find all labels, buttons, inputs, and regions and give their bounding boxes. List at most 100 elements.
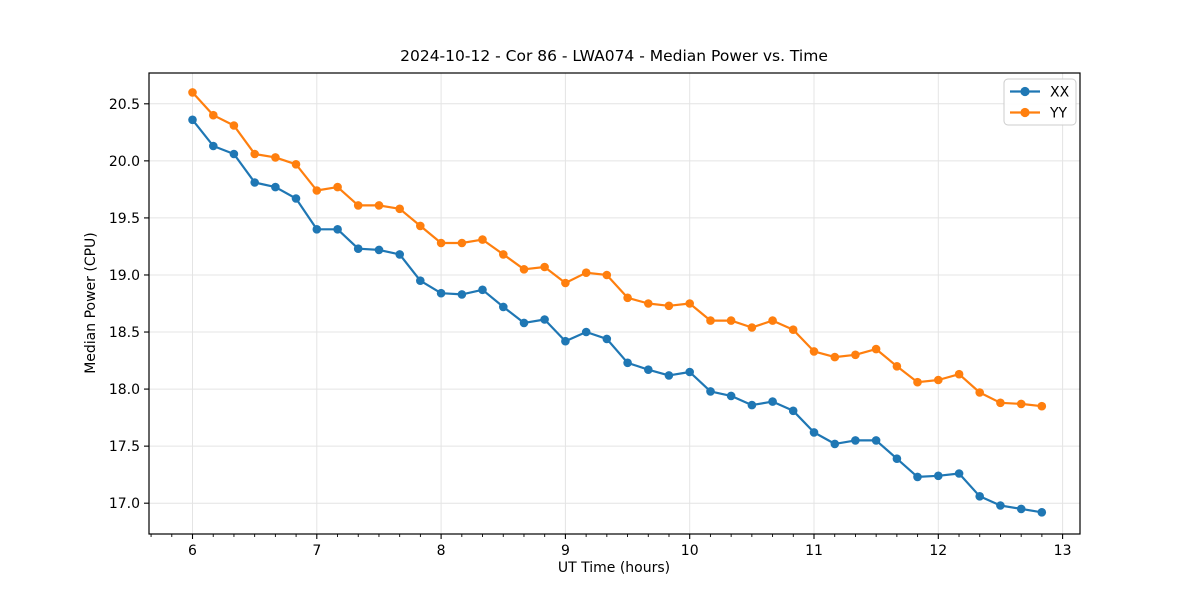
data-point-yy: [333, 182, 342, 192]
data-point-xx: [809, 428, 819, 437]
data-point-xx: [747, 400, 757, 410]
data-point-yy: [229, 121, 239, 130]
data-point-yy: [644, 299, 653, 308]
data-point-xx: [871, 436, 881, 445]
data-point-yy: [975, 388, 984, 397]
data-point-yy: [499, 250, 508, 259]
data-point-yy: [623, 293, 632, 303]
data-point-yy: [851, 350, 860, 360]
data-point-yy: [830, 352, 840, 362]
data-point-yy: [809, 347, 819, 356]
x-tick-label: 11: [805, 543, 823, 559]
data-point-xx: [229, 149, 239, 159]
data-point-xx: [602, 334, 612, 344]
y-axis-label: Median Power (CPU): [83, 232, 99, 374]
data-series-layer: [188, 88, 1047, 517]
data-point-xx: [499, 302, 508, 312]
x-tick-label: 10: [681, 543, 699, 559]
legend-label-yy: YY: [1049, 106, 1068, 122]
y-tick-label: 19.0: [109, 268, 140, 284]
data-point-yy: [478, 235, 487, 244]
data-point-yy: [519, 265, 529, 274]
data-point-yy: [416, 221, 425, 231]
data-point-xx: [768, 397, 777, 406]
data-point-yy: [561, 278, 570, 288]
data-point-yy: [436, 238, 446, 248]
data-point-yy: [540, 262, 549, 272]
data-point-yy: [788, 325, 798, 335]
data-point-yy: [188, 88, 197, 97]
data-point-yy: [581, 268, 591, 278]
data-point-xx: [581, 327, 591, 337]
data-point-xx: [644, 365, 653, 375]
data-point-xx: [726, 391, 736, 401]
legend-label-xx: XX: [1050, 85, 1070, 101]
data-point-yy: [726, 316, 736, 325]
data-point-xx: [788, 406, 798, 416]
data-point-xx: [353, 244, 363, 253]
y-tick-label: 20.5: [109, 97, 140, 113]
data-point-xx: [188, 115, 197, 125]
y-tick-label: 20.0: [109, 154, 140, 170]
data-point-yy: [892, 362, 902, 371]
data-point-xx: [934, 471, 943, 481]
x-tick-label: 7: [312, 543, 321, 559]
data-point-xx: [623, 358, 632, 368]
x-tick-label: 9: [561, 543, 570, 559]
data-point-xx: [830, 439, 840, 449]
series-line-xx: [191, 119, 1042, 514]
data-point-xx: [561, 336, 570, 346]
data-point-yy: [934, 375, 943, 385]
y-tick-label: 18.5: [109, 325, 140, 341]
y-tick-label: 18.0: [109, 382, 140, 398]
x-tick-label: 6: [188, 543, 197, 559]
data-point-xx: [478, 285, 487, 295]
data-point-xx: [892, 454, 902, 464]
x-tick-label: 8: [437, 543, 446, 559]
data-point-xx: [913, 472, 922, 482]
data-point-yy: [664, 301, 674, 311]
data-point-xx: [312, 225, 322, 234]
data-point-yy: [996, 398, 1005, 408]
y-tick-label: 17.0: [109, 496, 140, 512]
data-point-yy: [291, 160, 301, 169]
data-point-yy: [1037, 401, 1047, 411]
data-point-xx: [291, 194, 301, 203]
data-point-yy: [685, 299, 694, 308]
data-point-yy: [395, 204, 405, 214]
axis-ticks: 6 7 8 9 10 11 12 13 17.0 17.5 18.0 18.5 19.0 19.5 20.0…: [109, 97, 1072, 559]
data-point-yy: [768, 316, 777, 325]
data-point-xx: [685, 367, 694, 377]
data-point-xx: [996, 501, 1005, 510]
data-point-yy: [706, 316, 715, 325]
data-point-xx: [851, 436, 860, 445]
data-point-yy: [602, 270, 612, 280]
data-point-yy: [353, 201, 363, 210]
plot-border: [148, 72, 1081, 535]
series-line-yy: [191, 91, 1042, 408]
x-axis-label: UT Time (hours): [558, 560, 670, 576]
data-point-xx: [209, 141, 218, 151]
x-tick-label: 13: [1054, 543, 1072, 559]
data-point-xx: [664, 371, 674, 380]
data-point-yy: [250, 149, 259, 159]
data-point-xx: [436, 288, 446, 298]
data-point-yy: [457, 238, 467, 248]
data-point-xx: [1037, 508, 1047, 517]
data-point-xx: [250, 178, 259, 187]
data-point-xx: [540, 315, 549, 324]
legend-marker-xx: [1020, 86, 1030, 97]
data-point-xx: [519, 318, 529, 328]
data-point-xx: [457, 290, 467, 299]
data-point-yy: [209, 110, 218, 120]
data-point-yy: [954, 369, 964, 379]
data-point-xx: [333, 225, 342, 234]
data-point-yy: [271, 153, 280, 162]
data-point-xx: [416, 276, 425, 286]
x-tick-label: 12: [929, 543, 947, 559]
data-point-yy: [747, 323, 757, 332]
legend: XX YY: [1003, 78, 1077, 126]
data-point-yy: [871, 344, 881, 354]
